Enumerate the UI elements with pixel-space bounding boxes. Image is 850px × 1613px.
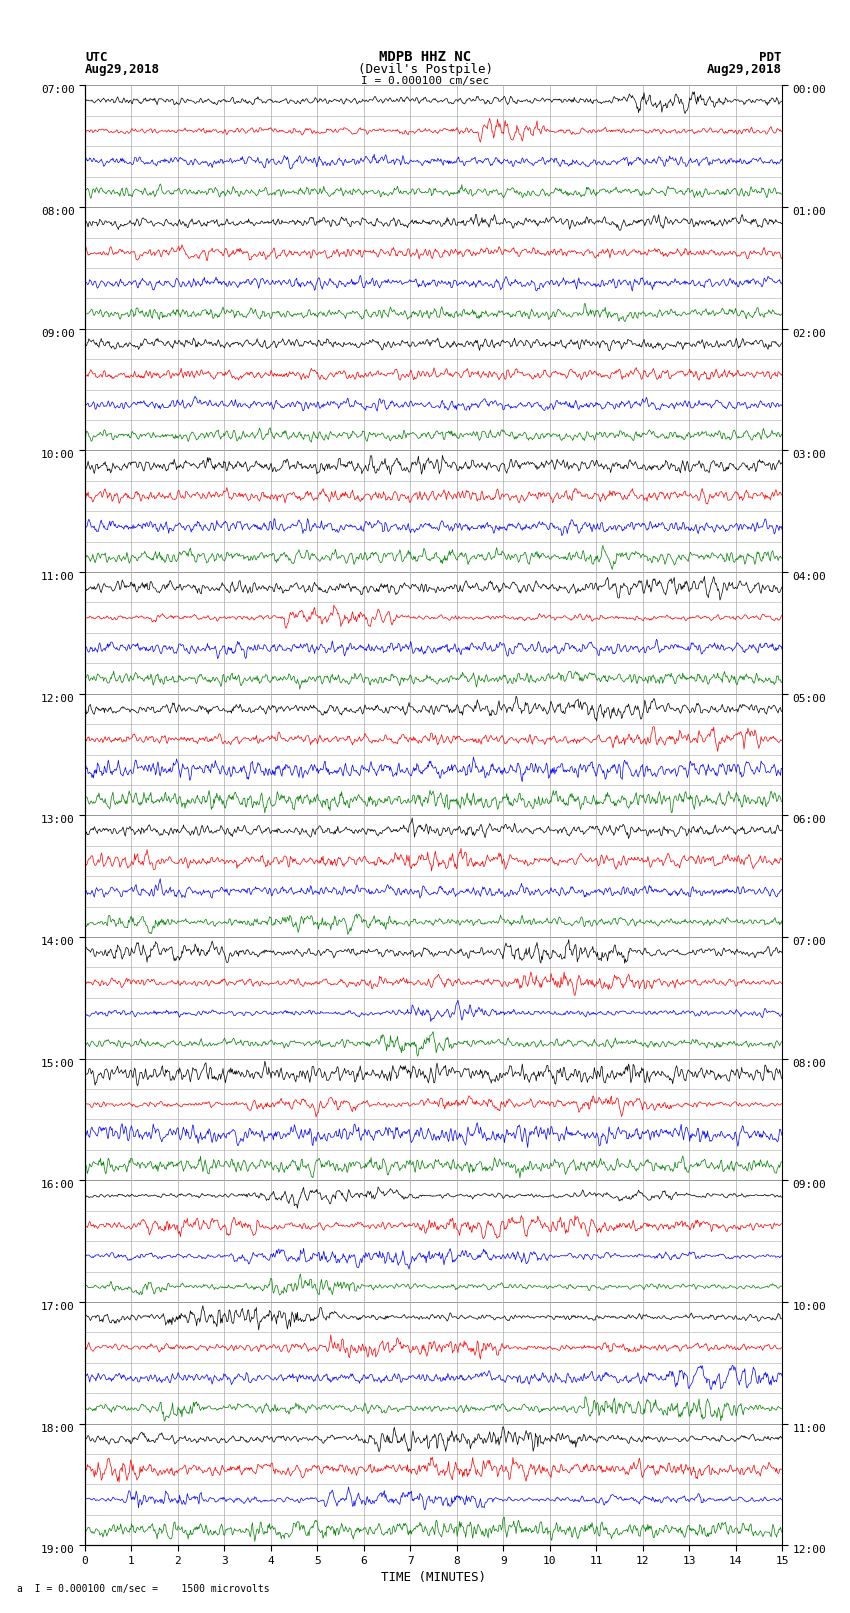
Text: PDT: PDT [760, 50, 782, 65]
Text: (Devil's Postpile): (Devil's Postpile) [358, 63, 492, 76]
Text: I = 0.000100 cm/sec: I = 0.000100 cm/sec [361, 76, 489, 85]
X-axis label: TIME (MINUTES): TIME (MINUTES) [381, 1571, 486, 1584]
Text: UTC: UTC [85, 50, 107, 65]
Text: Aug29,2018: Aug29,2018 [707, 63, 782, 76]
Text: Aug29,2018: Aug29,2018 [85, 63, 160, 76]
Text: a  I = 0.000100 cm/sec =    1500 microvolts: a I = 0.000100 cm/sec = 1500 microvolts [17, 1584, 269, 1594]
Text: MDPB HHZ NC: MDPB HHZ NC [379, 50, 471, 65]
